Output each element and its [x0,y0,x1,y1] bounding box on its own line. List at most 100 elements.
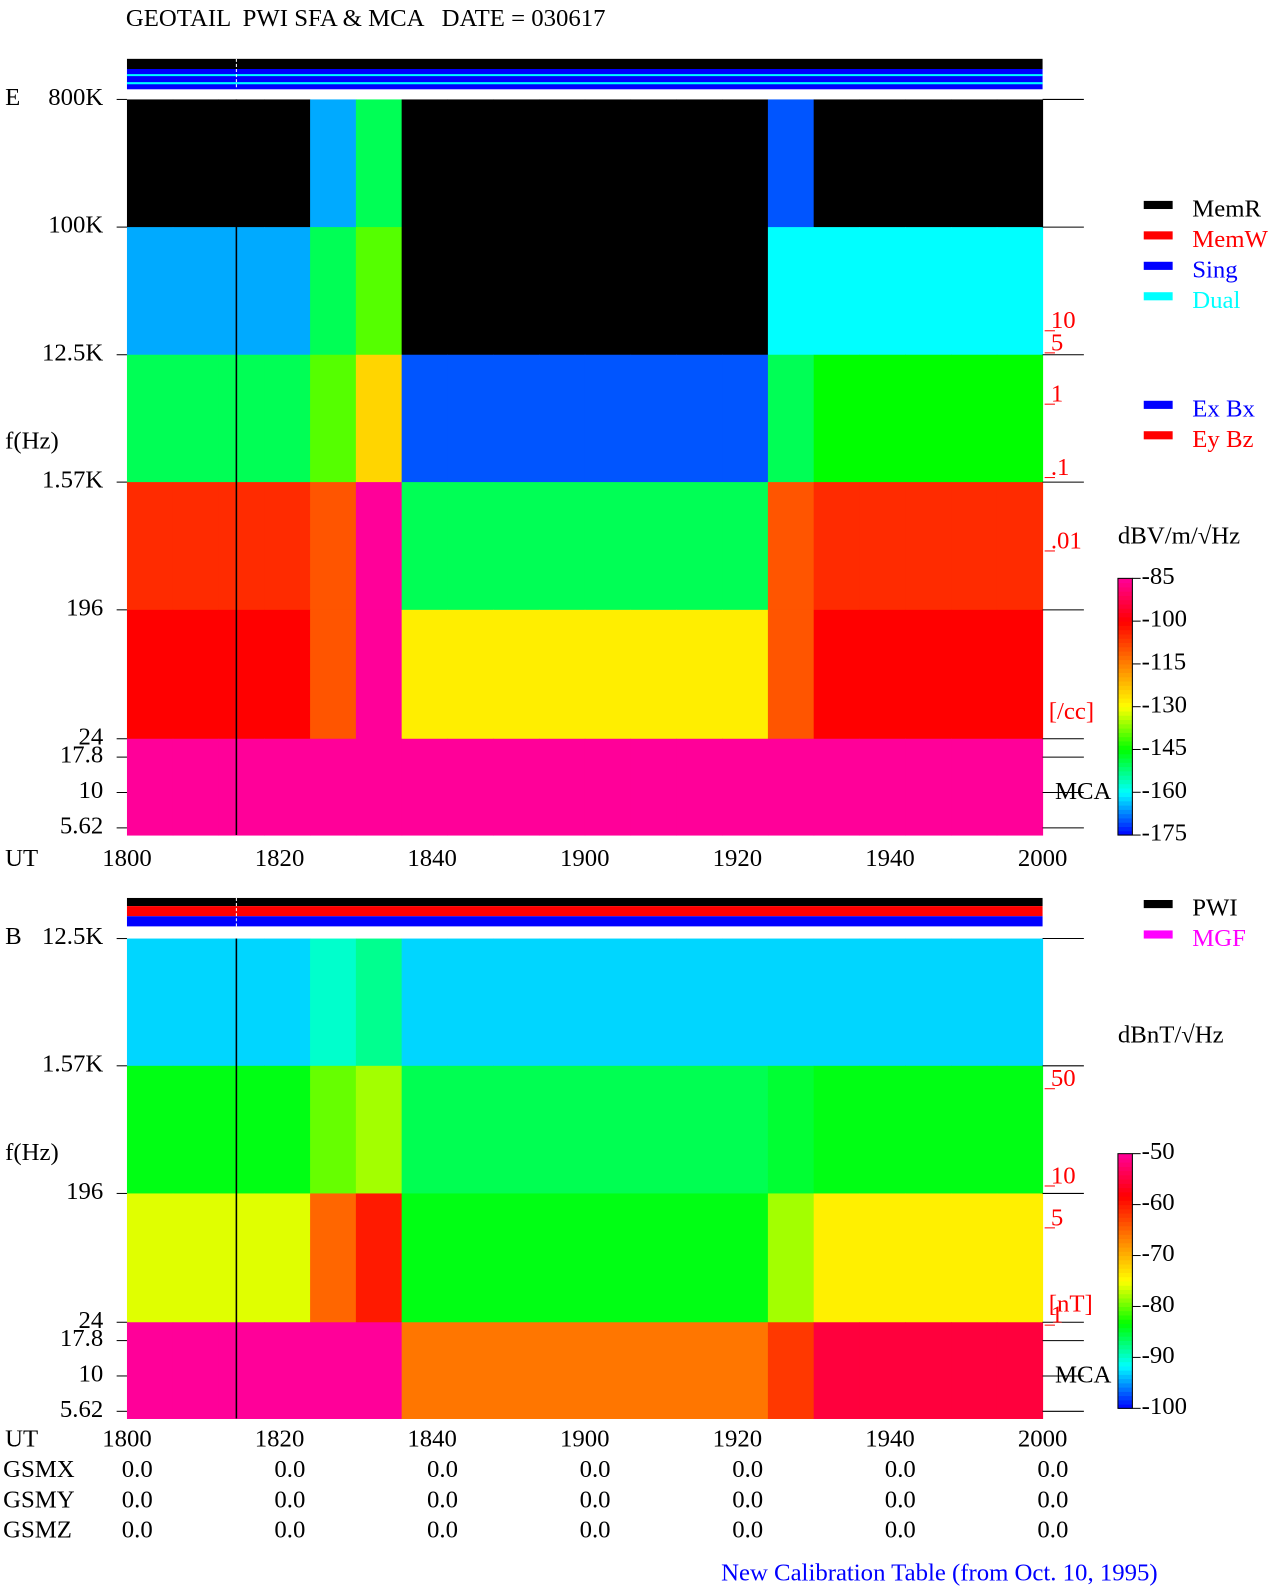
heat-cell [310,354,357,483]
heat-cell [493,99,540,228]
x-tick-label: 1840 [407,1426,457,1453]
colorbar-step [1117,1213,1133,1218]
heat-cell [126,938,174,1067]
colorbar-step [1117,586,1133,592]
heat-cell [493,227,540,356]
heat-cell [813,938,860,1067]
density-tick-label: 10 [1051,307,1076,334]
heat-cell [951,1322,998,1419]
heat-cell [951,1065,998,1194]
y-tick-label: 1.57K [42,1051,103,1078]
colorbar-step [1117,732,1133,738]
colorbar-step [1117,1319,1133,1324]
colorbar-step [1117,612,1133,618]
heat-cell [310,1193,357,1323]
heat-cell [493,609,540,740]
colorbar-step [1117,1310,1133,1316]
heat-cell [493,1193,540,1323]
heat-cell [493,738,540,836]
y-tick-label: 800K [48,84,103,111]
colorbar-step [1117,659,1133,665]
heat-cell [630,99,677,228]
colorbar-step [1117,719,1133,725]
heat-cell [859,99,906,228]
heat-cell [355,738,403,836]
heat-cell [630,738,677,836]
x-tick-label: 1940 [865,845,915,872]
heat-cell [218,482,265,611]
orbit-value: 0.0 [732,1456,763,1483]
heat-cell [630,1065,677,1194]
heat-cell [264,227,311,356]
orbit-value: 0.0 [580,1456,611,1483]
heat-cell [310,227,357,356]
colorbar-step [1117,1242,1133,1248]
panel-label: B [5,923,22,950]
heat-cell [401,938,448,1067]
colorbar-step [1117,1395,1133,1401]
legend-swatch [1143,930,1173,939]
heat-cell [996,738,1044,836]
colorbar-step [1117,1183,1133,1189]
colorbar-step [1117,582,1133,588]
heat-cell [584,938,632,1067]
orbit-label: GSMX [3,1456,75,1483]
orbit-value: 0.0 [885,1486,916,1513]
colorbar-step [1117,1264,1133,1269]
colorbar-step [1117,1204,1133,1210]
heat-cell [355,227,403,356]
heat-cell [310,99,357,228]
heat-cell [355,1322,403,1419]
colorbar-step [1117,1306,1133,1312]
heat-cell [951,609,998,740]
legend-swatch [1143,400,1173,409]
colorbar-step [1117,792,1133,798]
colorbar-step [1117,1331,1133,1337]
heat-cell [722,99,769,228]
heat-cell [264,482,311,611]
colorbar-step [1117,681,1133,686]
density-tick-label: 1 [1051,1302,1063,1329]
colorbar-tick-label: -70 [1142,1240,1175,1267]
heat-cell [126,354,174,483]
heat-cell [630,1193,677,1323]
legend-swatch [1143,200,1173,210]
y-tick-label: 24 [78,1307,103,1334]
heat-cell [767,354,815,483]
legend-label: Sing [1192,257,1237,284]
heat-cell [905,354,952,483]
heat-cell [584,1065,632,1194]
heat-cell [676,938,723,1067]
legend-swatch [1143,261,1173,270]
heat-cell [676,99,723,228]
colorbar-step [1117,1344,1133,1350]
heat-cell [584,738,632,836]
orbit-value: 0.0 [885,1456,916,1483]
heat-cell [218,99,265,228]
heat-cell [676,1065,723,1194]
heat-cell [722,482,769,611]
heat-cell [630,938,677,1067]
heat-cell [859,938,906,1067]
colorbar-tick-label: -100 [1142,1393,1187,1420]
heat-cell [447,354,494,483]
colorbar-tick-label: -50 [1142,1138,1175,1165]
colorbar-step [1117,809,1133,815]
heat-cell [767,1065,815,1194]
heat-cell [813,609,860,740]
heat-cell [493,1322,540,1419]
heat-cell [401,227,448,356]
legend-label: PWI [1192,895,1237,922]
colorbar-step [1117,1268,1133,1274]
colorbar-tick-label: -175 [1142,820,1187,847]
heat-cell [355,1065,403,1194]
colorbar-step [1117,749,1133,755]
density-tick-label: 10 [1051,1163,1076,1190]
colorbar-frame [1117,1153,1133,1409]
heat-cell [401,1065,448,1194]
y-axis-label: f(Hz) [5,428,59,455]
colorbar-step [1117,1259,1133,1265]
colorbar-tick-label: -80 [1142,1291,1175,1318]
heat-cell [951,227,998,356]
colorbar-step [1117,638,1133,644]
